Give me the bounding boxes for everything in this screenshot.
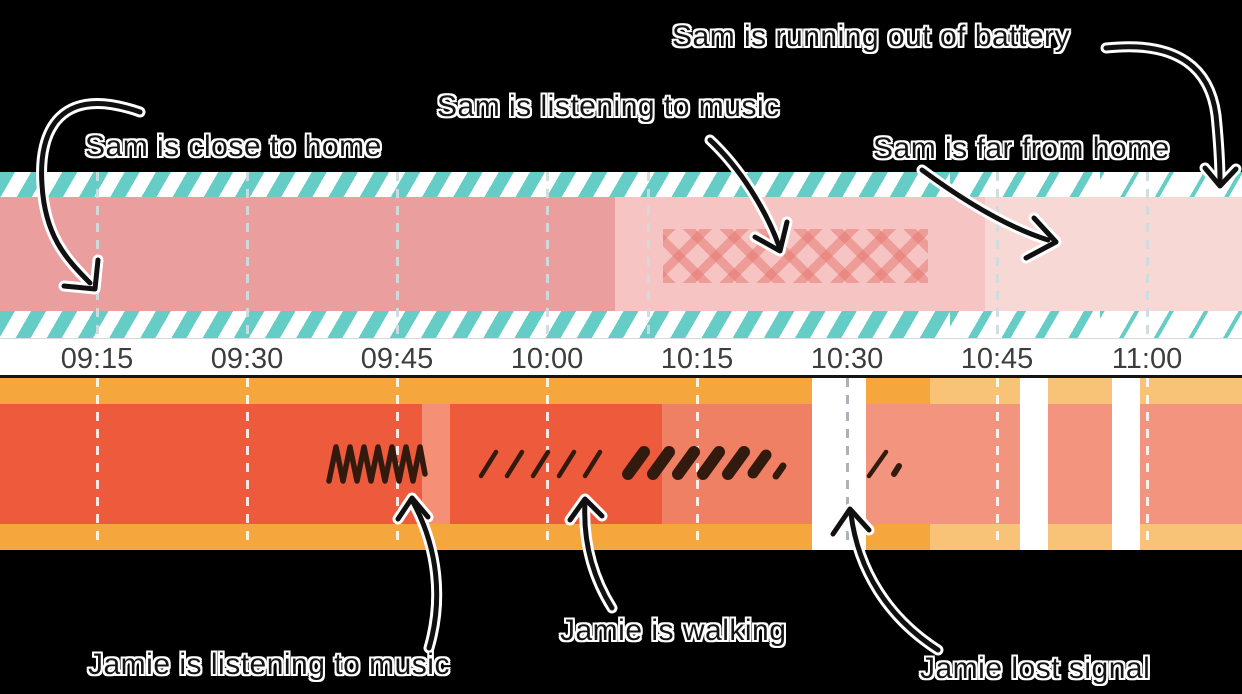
time-axis: 09:15 09:30 09:45 10:00 10:15 10:30 10:45 11:00 xyxy=(0,338,1242,376)
gridline xyxy=(846,378,849,548)
battery-stripe-zone xyxy=(0,172,950,197)
jamie-strip-segment xyxy=(866,378,930,404)
sam-music-crosshatch-pattern xyxy=(663,229,928,283)
annotation-jamie-walking: Jamie is walking xyxy=(560,614,787,647)
axis-tick-label: 10:45 xyxy=(960,343,1034,375)
annotation-sam-running-out-of-battery: Sam is running out of battery xyxy=(672,20,1071,53)
axis-tick-label: 09:30 xyxy=(210,343,284,375)
gridline xyxy=(396,172,399,338)
sam-gridlines xyxy=(0,172,1242,338)
gridline xyxy=(696,378,699,548)
annotation-sam-close-to-home: Sam is close to home xyxy=(85,130,382,163)
annotation-sam-listening-to-music: Sam is listening to music xyxy=(437,90,780,123)
axis-tick-label: 09:45 xyxy=(360,343,434,375)
jamie-strip-segment xyxy=(1140,524,1242,550)
gridline xyxy=(96,172,99,338)
jamie-strip-segment xyxy=(0,524,812,550)
axis-tick-label: 10:30 xyxy=(810,343,884,375)
gridline xyxy=(1146,172,1149,338)
gridline xyxy=(396,378,399,548)
annotation-jamie-listening-to-music: Jamie is listening to music xyxy=(88,648,450,681)
axis-tick-label: 11:00 xyxy=(1111,343,1183,375)
jamie-strip-segment xyxy=(930,524,1020,550)
annotation-jamie-lost-signal: Jamie lost signal xyxy=(920,652,1151,685)
jamie-activity-segment xyxy=(1140,404,1242,524)
jamie-strip-segment xyxy=(1048,378,1112,404)
gridline xyxy=(96,378,99,548)
sam-battery-stripe-bottom xyxy=(0,311,1242,338)
gridline xyxy=(246,378,249,548)
annotation-sam-far-from-home: Sam is far from home xyxy=(873,132,1170,165)
axis-tick-label: 09:15 xyxy=(60,343,134,375)
jamie-gridlines xyxy=(0,378,1242,548)
battery-stripe-zone xyxy=(0,311,950,338)
axis-tick-label: 10:15 xyxy=(660,343,734,375)
gridline xyxy=(1146,378,1149,548)
gridline xyxy=(996,378,999,548)
gridline xyxy=(546,172,549,338)
gridline xyxy=(246,172,249,338)
gridline xyxy=(647,172,650,338)
jamie-activity-segment xyxy=(1048,404,1112,524)
battery-stripe-zone xyxy=(1100,311,1242,338)
jamie-strip-segment xyxy=(930,378,1020,404)
jamie-band-top-border xyxy=(0,375,1242,378)
axis-tick-label: 10:00 xyxy=(510,343,584,375)
gridline xyxy=(996,172,999,338)
battery-stripe-zone xyxy=(950,311,1100,338)
jamie-strip-segment xyxy=(1048,524,1112,550)
jamie-strip-segment xyxy=(1140,378,1242,404)
jamie-strip-segment xyxy=(0,378,812,404)
gridline xyxy=(546,378,549,548)
